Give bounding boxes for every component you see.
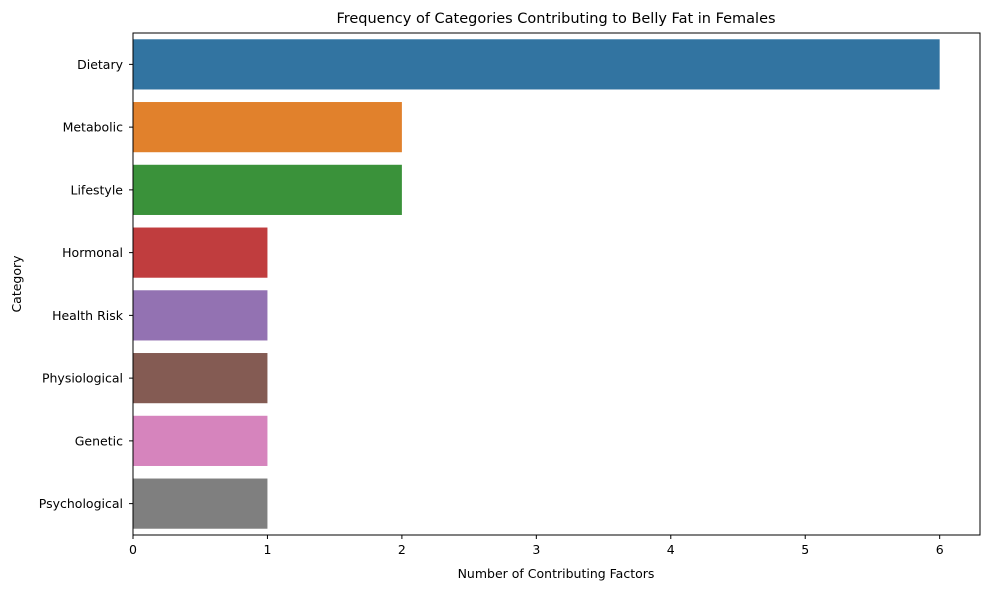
y-tick-label: Hormonal <box>62 245 123 260</box>
bar-dietary <box>133 39 940 90</box>
y-tick-label: Physiological <box>42 371 123 386</box>
bar-physiological <box>133 353 268 404</box>
bar-health-risk <box>133 290 268 341</box>
bar-lifestyle <box>133 164 402 215</box>
chart-title: Frequency of Categories Contributing to … <box>336 11 775 27</box>
x-tick-label: 2 <box>398 542 406 557</box>
x-tick-label: 0 <box>129 542 137 557</box>
y-tick-label: Health Risk <box>52 308 124 323</box>
y-tick-label: Genetic <box>75 433 123 448</box>
y-tick-label: Dietary <box>77 57 123 72</box>
x-tick-label: 3 <box>532 542 540 557</box>
bar-metabolic <box>133 102 402 153</box>
x-tick-label: 6 <box>936 542 944 557</box>
x-tick-label: 4 <box>667 542 675 557</box>
y-axis-label: Category <box>9 255 24 313</box>
ticks-layer: Dietary Metabolic Lifestyle Hormonal Health … <box>39 57 944 557</box>
bar-hormonal <box>133 227 268 278</box>
bar-psychological <box>133 478 268 529</box>
y-tick-label: Psychological <box>39 496 123 511</box>
x-tick-label: 1 <box>263 542 271 557</box>
y-tick-label: Lifestyle <box>70 182 123 197</box>
bar-genetic <box>133 415 268 466</box>
bars-layer <box>133 39 940 529</box>
x-tick-label: 5 <box>801 542 809 557</box>
x-axis-label: Number of Contributing Factors <box>458 566 655 581</box>
y-tick-label: Metabolic <box>63 120 124 135</box>
plot-frame <box>132 32 981 536</box>
